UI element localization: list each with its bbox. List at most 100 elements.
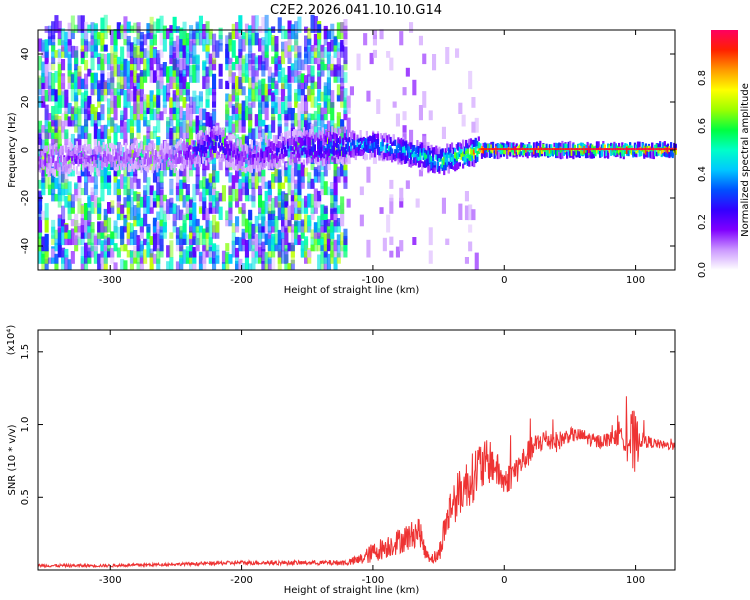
spectrogram-ridge-cell [217,142,220,147]
spectrogram-ridge-cell [376,145,380,151]
spectrogram-cell [90,22,95,40]
spectrogram-cell [162,202,167,214]
spectrogram-cell [267,66,272,77]
spectrogram-ridge-cell [235,159,238,166]
spectrogram-cell [248,234,253,252]
spectrogram-ridge-cell [53,161,56,170]
spectrogram-cell [287,263,292,270]
spectrogram-cell [271,92,276,102]
spectrogram-ridge-core [654,148,657,151]
spectrogram-cell [120,84,125,96]
spectrogram-cell [38,137,43,146]
spectrogram-cell [294,200,299,208]
spectrogram-cell [156,258,161,270]
spectrogram-cell [198,180,203,189]
spectrogram-ridge-cell [356,150,359,157]
spectrogram-ridge-cell [140,165,143,173]
spectrogram-cell [129,43,134,52]
spectrogram-ridge-cell [277,161,280,168]
spectrogram-cell [382,237,387,252]
spectrogram-cell [70,219,75,227]
spectrogram-ridge-cell [198,134,201,140]
spectrogram-ridge-cell [618,142,621,147]
spectrogram-cell [97,35,102,46]
spectrogram-cell [258,79,263,89]
spectrogram-y-tick-label: 20 [20,96,31,109]
spectrogram-cell [281,41,286,52]
spectrogram-ridge-cell [187,151,190,157]
spectrogram-ridge-cell [113,144,116,151]
spectrogram-cell [330,102,335,121]
spectrogram-ridge-cell [124,160,127,165]
spectrogram-cell [474,117,479,133]
spectrogram-cell [195,184,200,196]
spectrogram-cell [212,157,217,164]
spectrogram-cell [422,136,427,146]
spectrogram-ridge-cell [108,154,112,162]
spectrogram-cell [133,205,138,221]
spectrogram-cell [225,243,230,252]
spectrogram-cell [343,19,348,33]
spectrogram-ridge-cell [230,142,233,148]
spectrogram-ridge-cell [58,163,61,169]
spectrogram-ridge-cell [315,152,318,160]
spectrogram-ridge-cell [274,153,277,158]
spectrogram-cell [225,218,230,227]
spectrogram-cell [44,217,49,233]
spectrogram-ridge-cell [504,143,507,150]
spectrogram-cell [287,217,292,227]
spectrogram-ridge-cell [198,147,201,153]
spectrogram-ridge-cell [60,146,63,154]
spectrogram-cell [149,253,154,270]
spectrogram-cell [254,87,259,96]
spectrogram-cell [261,209,266,227]
spectrogram-ridge-core [603,148,606,151]
spectrogram-ridge-cell [299,137,302,146]
spectrogram-cell [175,182,180,189]
spectrogram-cell [323,110,328,121]
spectrogram-ridge-cell [250,165,253,173]
spectrogram-cell [225,210,230,221]
spectrogram-ridge-cell [419,150,422,158]
spectrogram-cell [294,33,299,46]
spectrogram-ridge-cell [112,156,115,162]
spectrogram-cell [172,47,177,58]
spectrogram-ridge-cell [460,143,463,149]
spectrogram-ridge-cell [157,158,160,164]
spectrogram-ridge-cell [335,133,339,142]
spectrogram-ridge-cell [294,129,298,135]
spectrogram-cell [307,65,312,77]
spectrogram-ridge-cell [646,151,649,158]
spectrogram-cell [126,176,131,196]
spectrogram-ridge-cell [507,147,510,155]
spectrogram-cell [333,249,338,258]
spectrogram-cell [192,236,197,245]
spectrogram-cell [317,236,322,246]
spectrogram-cell [93,147,98,158]
spectrogram-cell [116,125,121,133]
chart-title: C2E2.2026.041.10.10.G14 [270,3,442,18]
spectrogram-ridge-core [674,148,677,151]
spectrogram-cell [159,28,164,46]
spectrogram-cell [41,39,46,52]
spectrogram-ridge-cell [473,150,476,159]
spectrogram-cell [205,227,210,239]
spectrogram-ridge-cell [436,162,439,170]
spectrogram-cell [38,75,43,90]
spectrogram-ridge-cell [640,147,643,156]
spectrogram-cell [70,194,75,202]
spectrogram-ridge-cell [462,140,465,148]
spectrogram-ridge-cell [610,149,613,156]
spectrogram-cell [146,94,151,108]
spectrogram-ridge-cell [90,159,93,164]
spectrogram-cell [57,103,62,114]
spectrogram-ridge-cell [178,140,181,146]
spectrogram-cell [248,167,253,183]
spectrogram-ridge-cell [652,151,655,160]
spectrogram-cell [281,67,286,83]
spectrogram-cell [84,218,89,233]
spectrogram-cell [343,97,348,108]
spectrogram-cell [274,243,279,252]
spectrogram-cell [61,188,66,196]
spectrogram-ridge-cell [134,160,137,169]
